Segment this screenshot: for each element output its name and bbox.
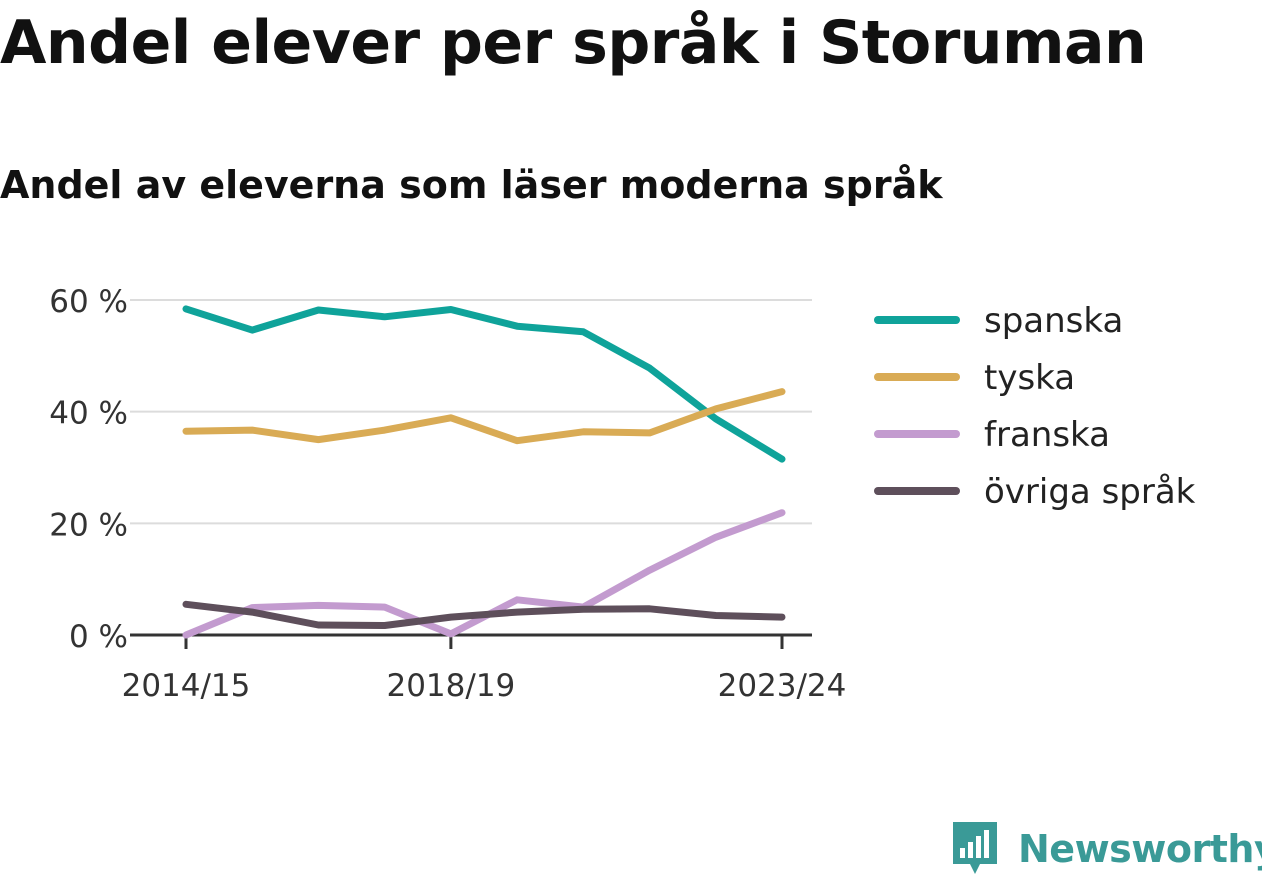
y-axis-tick-labels: 0 % 20 % 40 % 60 % — [49, 284, 128, 655]
x-tick-label: 2014/15 — [122, 668, 251, 704]
y-tick-label: 60 % — [49, 284, 128, 320]
series-line-spanska — [182, 305, 786, 463]
brand: Newsworthy — [950, 818, 1262, 880]
y-tick-label: 20 % — [49, 507, 128, 543]
series-line-tyska — [182, 388, 786, 445]
legend-label: övriga språk — [984, 472, 1196, 512]
legend: spanska tyska franska övriga språk — [874, 301, 1196, 512]
chart-title: Andel elever per språk i Storuman — [0, 8, 1147, 78]
x-axis: 2014/15 2018/19 2023/24 — [122, 633, 847, 704]
chart-subtitle: Andel av eleverna som läser moderna språ… — [0, 163, 943, 207]
x-tick-label: 2018/19 — [386, 668, 515, 704]
x-tick-label: 2023/24 — [718, 668, 847, 704]
series-line-övriga-språk — [182, 600, 786, 629]
y-tick-label: 40 % — [49, 396, 128, 432]
y-tick-label: 0 % — [69, 619, 128, 655]
legend-label: franska — [984, 415, 1110, 455]
legend-label: tyska — [984, 358, 1075, 398]
legend-label: spanska — [984, 301, 1123, 341]
newsworthy-logo-icon — [953, 822, 997, 874]
brand-name: Newsworthy — [1018, 827, 1262, 871]
series-lines — [182, 305, 786, 639]
